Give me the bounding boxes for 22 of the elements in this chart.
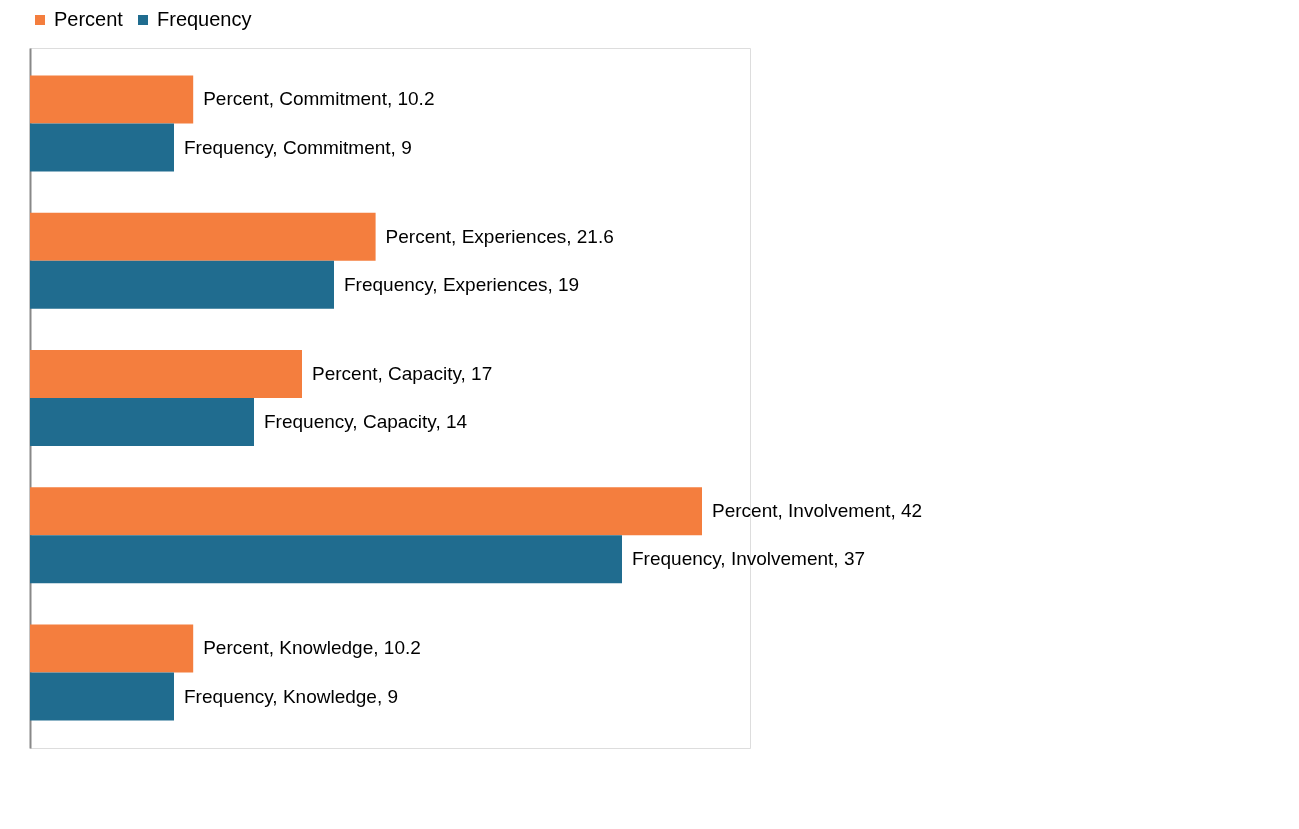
data-label: Frequency, Capacity, 14: [264, 411, 468, 433]
bar: [30, 75, 194, 124]
bar: [30, 487, 702, 536]
bar: [30, 624, 194, 673]
data-label: Percent, Experiences, 21.6: [385, 225, 614, 247]
data-label: Frequency, Knowledge, 9: [184, 685, 399, 707]
legend-label: Percent: [54, 8, 124, 30]
legend-label: Frequency: [157, 8, 252, 30]
data-label: Frequency, Experiences, 19: [344, 273, 580, 295]
data-label: Percent, Capacity, 17: [312, 362, 493, 384]
bar: [30, 398, 254, 447]
bar: [30, 260, 334, 309]
data-label: Percent, Knowledge, 10.2: [203, 637, 421, 659]
data-label: Frequency, Commitment, 9: [184, 136, 412, 158]
bar: [30, 212, 376, 261]
data-label: Frequency, Involvement, 37: [632, 548, 866, 570]
bar: [30, 123, 174, 172]
data-label: Percent, Involvement, 42: [712, 500, 923, 522]
bar: [30, 349, 302, 398]
bar: [30, 535, 622, 584]
bar: [30, 672, 174, 721]
data-label: Percent, Commitment, 10.2: [203, 88, 435, 110]
